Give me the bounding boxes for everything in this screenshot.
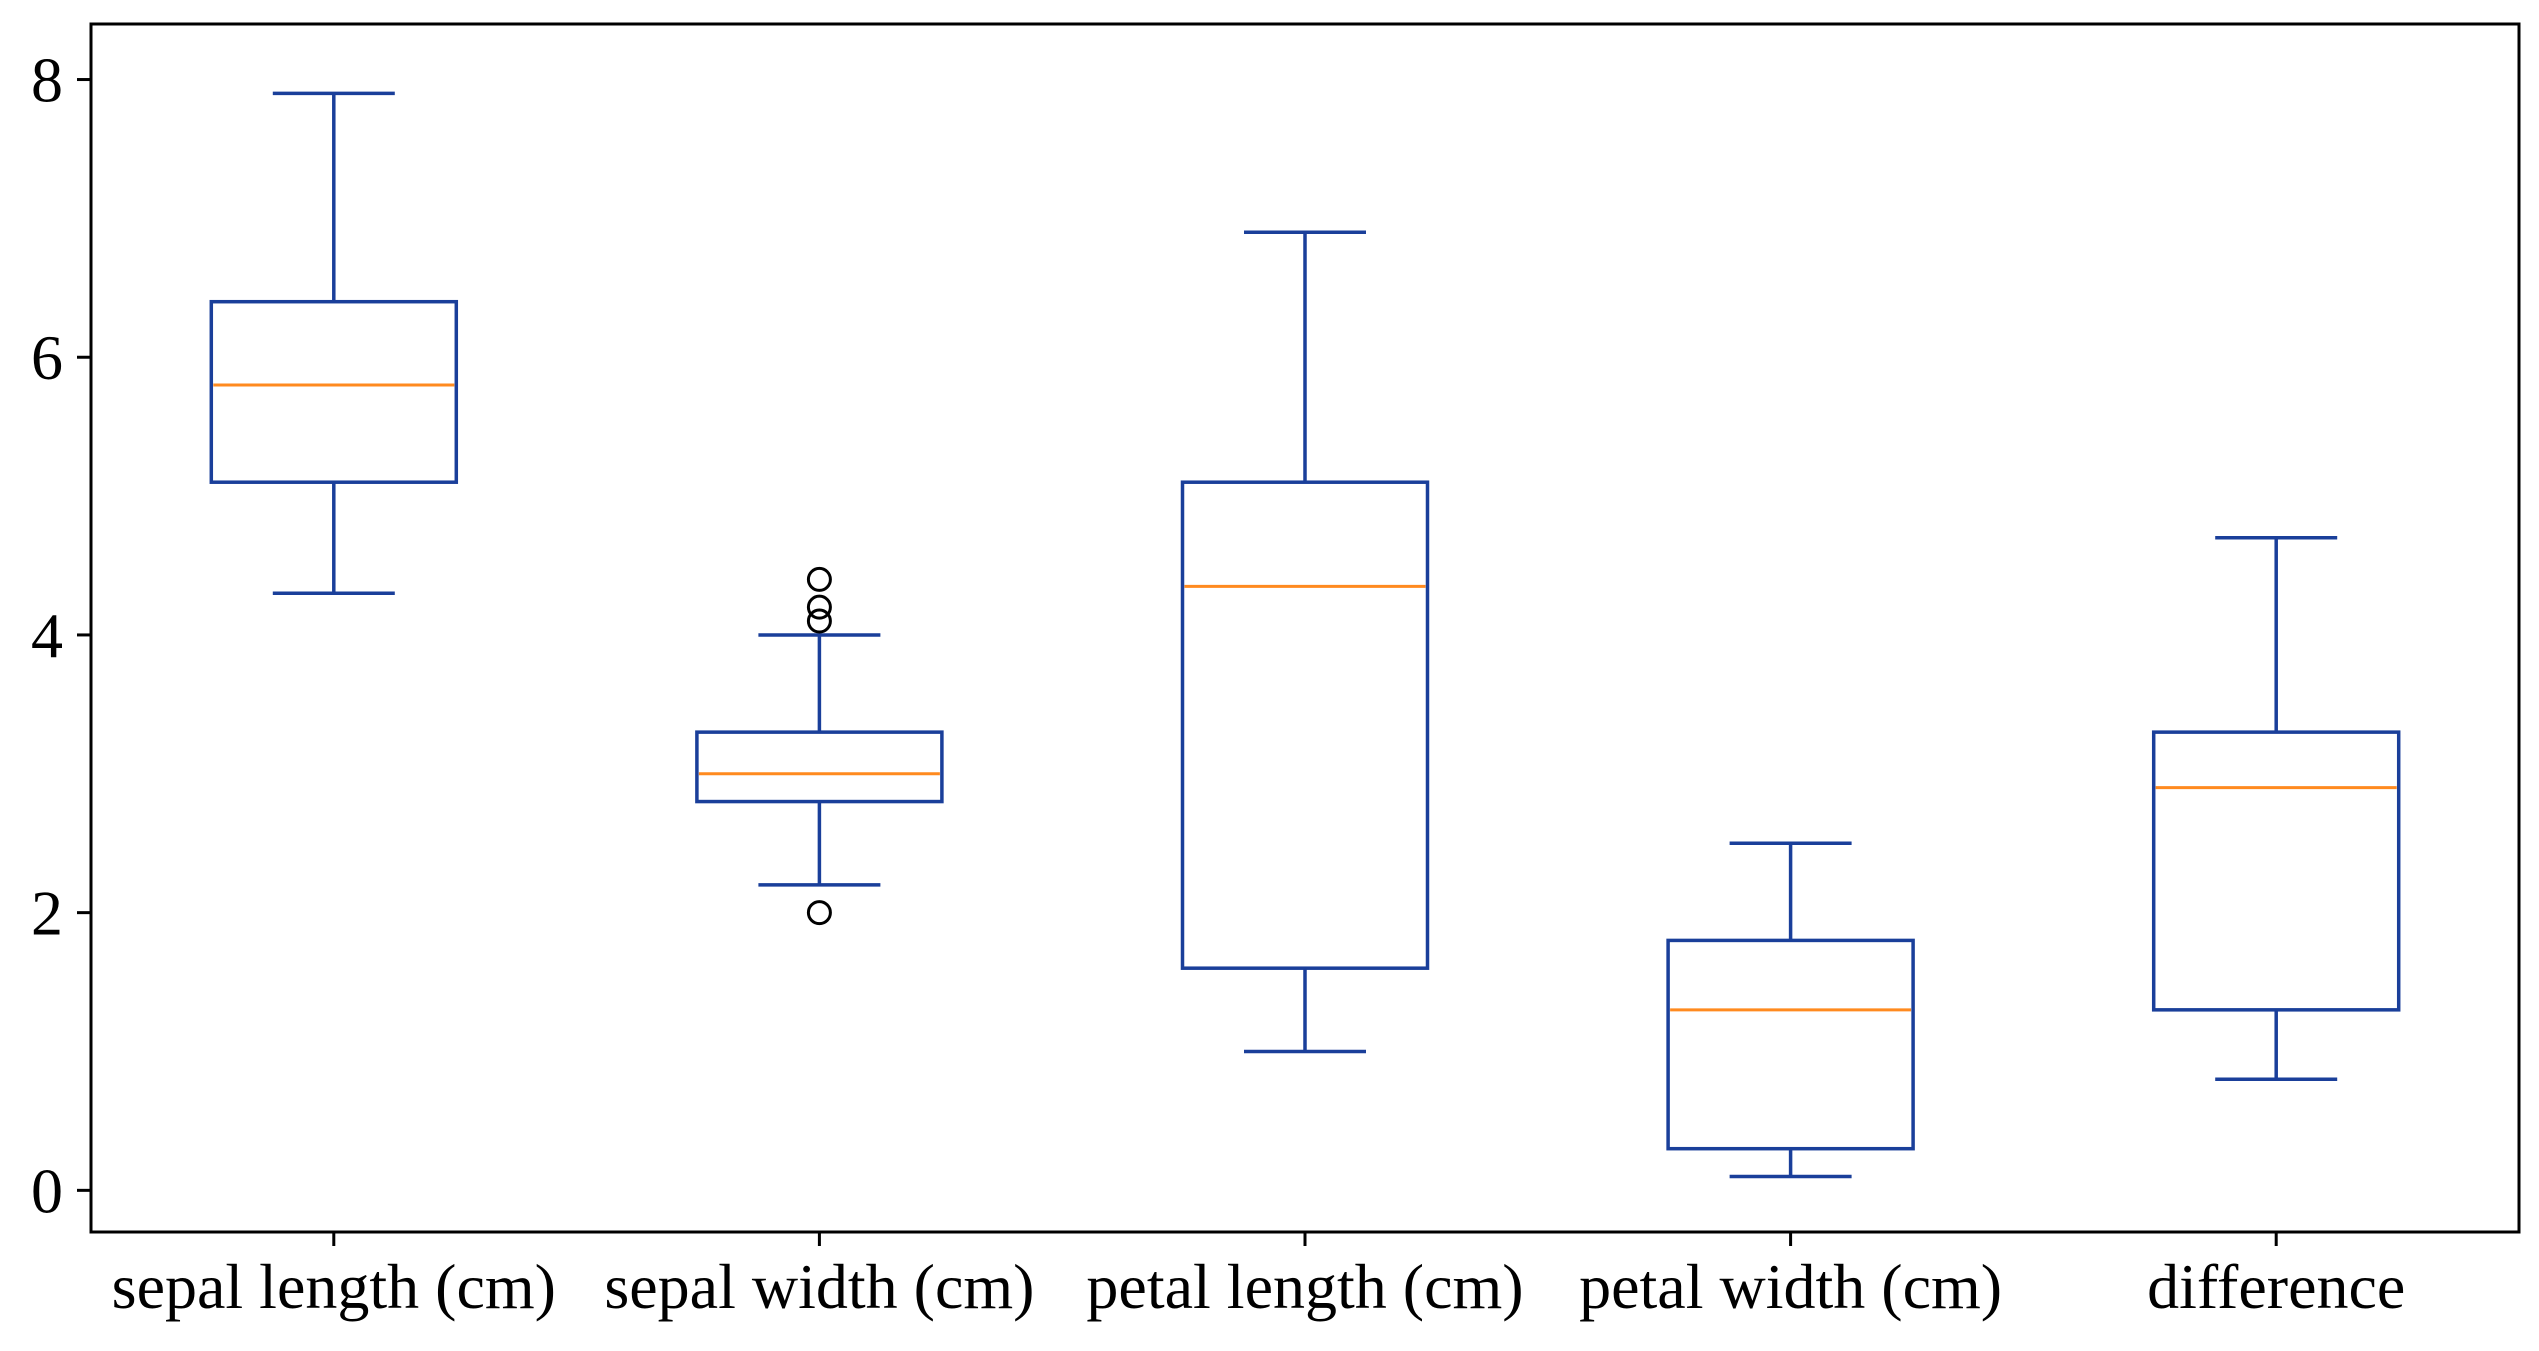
box-2 [695, 566, 944, 926]
y-tick-label: 6 [31, 322, 63, 393]
outlier-point [806, 900, 832, 926]
iqr-box [209, 299, 459, 484]
outlier-point [806, 608, 832, 634]
iqr-box [1666, 938, 1915, 1151]
x-axis: sepal length (cm) sepal width (cm) petal l… [112, 1232, 2405, 1322]
x-tick-label: sepal width (cm) [604, 1251, 1034, 1322]
iqr-box [1180, 480, 1430, 970]
y-tick-label: 2 [31, 878, 63, 949]
x-tick-label: petal length (cm) [1086, 1251, 1523, 1322]
box-4 [1666, 841, 1915, 1179]
y-tick-label: 4 [31, 600, 63, 671]
y-tick-label: 8 [31, 45, 63, 116]
box-3 [1180, 230, 1430, 1054]
x-tick-label: sepal length (cm) [112, 1251, 556, 1322]
iqr-box [2151, 730, 2401, 1012]
boxes-group [209, 91, 2401, 1179]
y-axis: 0 2 4 6 8 [31, 45, 91, 1226]
outlier-point [806, 594, 832, 620]
outlier-point [806, 566, 832, 592]
x-tick-label: difference [2147, 1251, 2405, 1322]
box-5 [2151, 535, 2401, 1082]
y-tick-label: 0 [31, 1155, 63, 1226]
x-tick-label: petal width (cm) [1579, 1251, 2002, 1322]
iqr-box [695, 730, 944, 804]
box-1 [209, 91, 459, 596]
